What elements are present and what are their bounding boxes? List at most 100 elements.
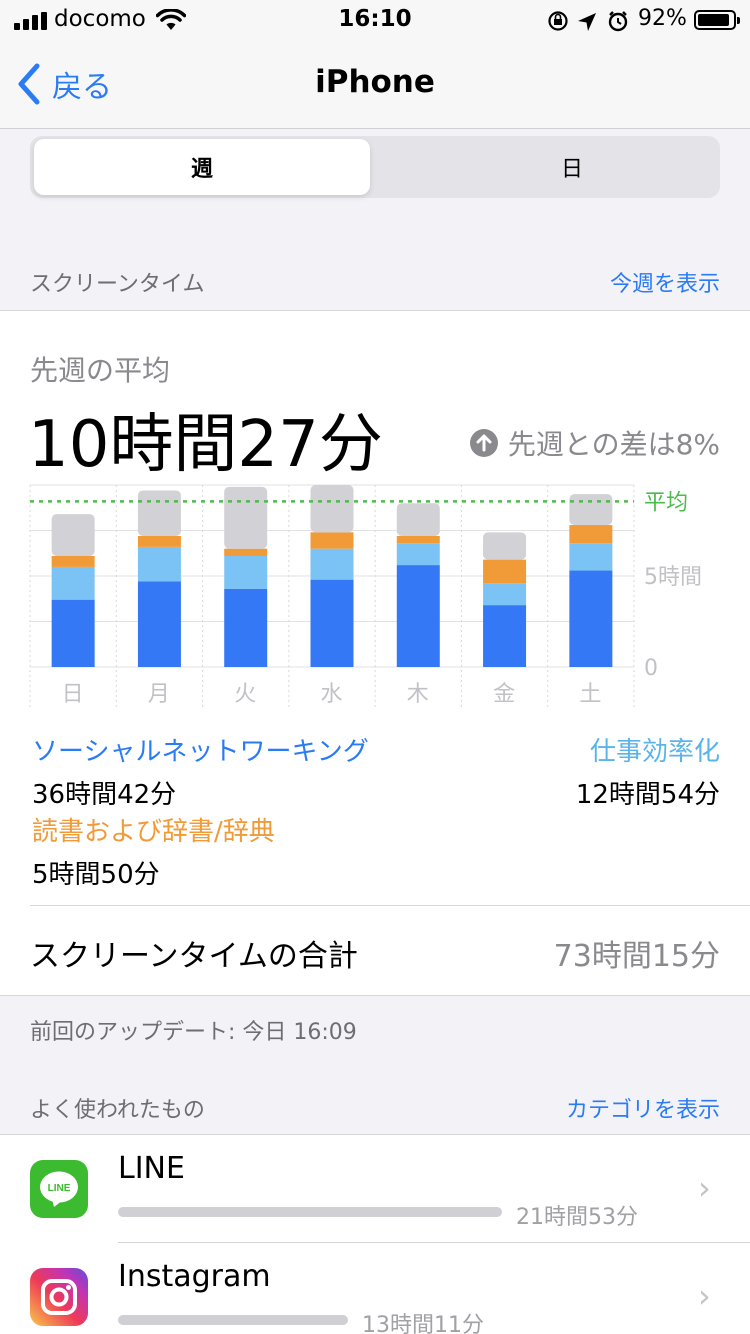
- battery-icon: [694, 10, 740, 30]
- bar-segment: [224, 588, 268, 667]
- bar-segment: [396, 565, 440, 667]
- total-label: スクリーンタイムの合計: [30, 939, 358, 974]
- signal-icon: [14, 12, 50, 30]
- weekly-usage-chart: 日 月 火 水 木 金 土 平均 0 5時間: [29, 484, 702, 709]
- wifi-icon: [156, 9, 186, 30]
- row-divider: [118, 1242, 750, 1243]
- app-usage-time: 21時間53分: [516, 1205, 638, 1230]
- bar-segment: [51, 514, 95, 556]
- bar-segment: [224, 548, 268, 556]
- segment-week[interactable]: 週: [34, 139, 370, 195]
- arrow-up-circle-icon: [469, 429, 498, 457]
- screen-time-card: 先週の平均 10時間27分 先週との差は8% 日 月 火 水 木 金 土 平均 0 5時間 ソーシ…: [0, 310, 750, 996]
- chevron-left-icon: [18, 63, 40, 105]
- status-time: 16:10: [338, 6, 412, 32]
- total-value: 73時間15分: [553, 939, 720, 974]
- battery-level-fill: [698, 14, 729, 26]
- bar-segment: [224, 486, 268, 549]
- most-used-section-header: よく使われたもの カテゴリを表示: [30, 1092, 720, 1124]
- app-row-line[interactable]: LINE LINE 21時間53分 ›: [0, 1135, 750, 1243]
- chevron-right-icon: ›: [698, 1277, 711, 1315]
- bar-segment: [137, 490, 181, 536]
- bar-segment: [569, 570, 613, 667]
- week-diff-text: 先週との差は8%: [507, 428, 720, 461]
- most-used-apps-list: LINE LINE 21時間53分 › Instagram 13時間11分 ›: [0, 1134, 750, 1334]
- alarm-icon: [608, 11, 628, 32]
- total-row: スクリーンタイムの合計 73時間15分: [30, 931, 720, 975]
- bar-segment: [310, 532, 354, 549]
- legend-social: ソーシャルネットワーキング 36時間42分: [32, 731, 369, 811]
- average-value: 10時間27分: [28, 408, 383, 482]
- week-diff: 先週との差は8%: [469, 423, 720, 463]
- legend-productivity: 仕事効率化 12時間54分: [576, 731, 720, 811]
- bar-segment: [137, 535, 181, 547]
- bar-segment: [310, 485, 354, 533]
- bar-segment: [396, 503, 440, 536]
- legend-reading: 読書および辞書/辞典 5時間50分: [32, 811, 275, 891]
- bar-segment: [51, 599, 95, 667]
- page-title: iPhone: [315, 64, 435, 100]
- app-name: LINE: [118, 1151, 185, 1186]
- carrier-label: docomo: [54, 6, 146, 32]
- status-bar: docomo 16:10 92%: [0, 0, 750, 40]
- segment-day[interactable]: 日: [560, 157, 583, 182]
- back-button-label: 戻る: [52, 70, 112, 105]
- bar-segment: [569, 494, 613, 526]
- legend-social-name: ソーシャルネットワーキング: [32, 737, 369, 767]
- x-tick-label: 金: [493, 682, 515, 707]
- x-tick-label: 水: [321, 682, 343, 707]
- app-row-instagram[interactable]: Instagram 13時間11分 ›: [0, 1243, 750, 1334]
- bar-segment: [51, 566, 95, 600]
- rotation-lock-icon: [548, 11, 568, 31]
- bar-segment: [483, 559, 527, 584]
- show-this-week-link[interactable]: 今週を表示: [609, 272, 720, 297]
- line-app-icon: LINE: [30, 1160, 88, 1218]
- back-button[interactable]: 戻る: [16, 62, 112, 106]
- bar-segment: [396, 543, 440, 566]
- bar-segment: [224, 555, 268, 589]
- x-tick-label: 月: [148, 682, 170, 707]
- divider: [30, 905, 750, 906]
- svg-text:LINE: LINE: [48, 1183, 71, 1194]
- bar-segment: [483, 532, 527, 560]
- battery-percentage: 92%: [638, 6, 687, 31]
- average-label: 先週の平均: [30, 354, 171, 387]
- usage-bar: [118, 1207, 502, 1217]
- bar-segment: [51, 555, 95, 567]
- instagram-app-icon: [30, 1268, 88, 1326]
- x-tick-label: 日: [62, 682, 84, 707]
- y-tick-label: 0: [644, 656, 658, 681]
- legend-reading-value: 5時間50分: [32, 860, 160, 890]
- x-tick-label: 火: [234, 682, 256, 707]
- period-segmented-control: 週 日: [30, 136, 720, 198]
- bar-segment: [137, 581, 181, 667]
- bar-segment: [569, 525, 613, 544]
- most-used-title: よく使われたもの: [30, 1098, 205, 1123]
- legend-productivity-name: 仕事効率化: [589, 737, 720, 767]
- bar-segment: [483, 605, 527, 667]
- show-categories-link[interactable]: カテゴリを表示: [565, 1098, 720, 1123]
- x-tick-label: 土: [579, 682, 601, 707]
- legend-reading-name: 読書および辞書/辞典: [32, 817, 275, 847]
- average-label: 平均: [644, 490, 688, 515]
- bar-segment: [483, 583, 527, 606]
- status-icons: [548, 11, 628, 32]
- location-icon: [578, 13, 596, 31]
- usage-bar: [118, 1315, 348, 1325]
- section-title: スクリーンタイム: [30, 272, 205, 297]
- screen-time-section-header: スクリーンタイム 今週を表示: [30, 266, 720, 298]
- app-name: Instagram: [118, 1259, 271, 1294]
- bar-segment: [310, 548, 354, 580]
- navigation-bar: 戻る iPhone: [0, 40, 750, 129]
- x-tick-label: 木: [407, 682, 429, 707]
- chevron-right-icon: ›: [698, 1169, 711, 1207]
- bar-segment: [137, 546, 181, 582]
- legend-social-value: 36時間42分: [32, 780, 177, 810]
- bar-segment: [396, 535, 440, 544]
- legend-productivity-value: 12時間54分: [575, 780, 720, 810]
- bar-segment: [310, 579, 354, 667]
- app-usage-time: 13時間11分: [362, 1313, 484, 1334]
- y-tick-label: 5時間: [644, 565, 702, 590]
- last-updated-text: 前回のアップデート: 今日 16:09: [30, 1020, 357, 1045]
- bar-segment: [569, 543, 613, 571]
